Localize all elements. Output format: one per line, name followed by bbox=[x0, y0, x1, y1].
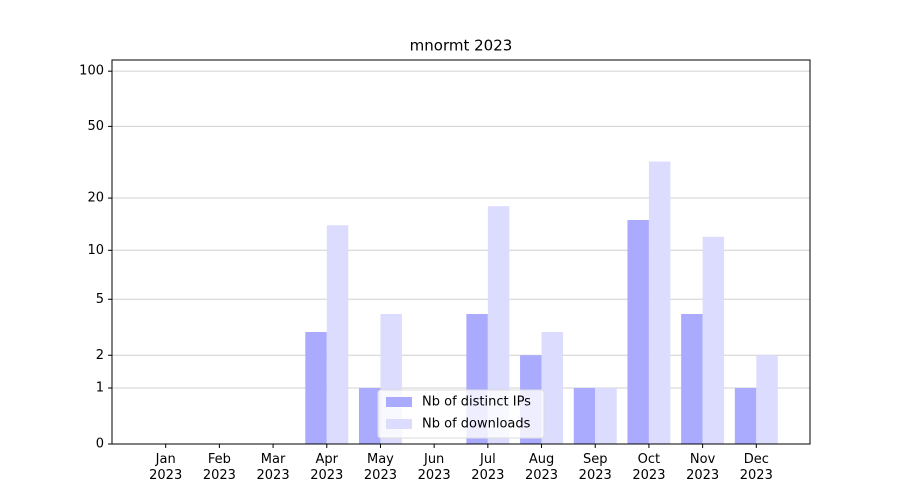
chart-title: mnormt 2023 bbox=[410, 37, 513, 55]
x-tick-label: Oct 2023 bbox=[632, 452, 666, 483]
y-tick-label: 2 bbox=[96, 348, 104, 363]
x-tick-label: Apr 2023 bbox=[310, 452, 344, 483]
plot-frame bbox=[111, 59, 811, 445]
bar bbox=[326, 225, 349, 444]
bar bbox=[681, 313, 703, 444]
x-tick-label: Aug 2023 bbox=[524, 452, 559, 483]
legend: Nb of distinct IPs Nb of downloads bbox=[377, 389, 545, 439]
y-tick-label: 0 bbox=[96, 437, 104, 452]
y-tick-label: 20 bbox=[87, 191, 104, 206]
y-tick-label: 1 bbox=[96, 381, 104, 396]
x-tick-label: Nov 2023 bbox=[686, 452, 720, 483]
x-tick-label: Jul 2023 bbox=[471, 452, 505, 483]
bar bbox=[595, 388, 617, 444]
x-tick-label: Feb 2023 bbox=[202, 452, 236, 483]
y-tick-label: 10 bbox=[87, 243, 104, 258]
bar bbox=[734, 388, 757, 444]
x-tick-label: Sep 2023 bbox=[578, 452, 612, 483]
legend-box bbox=[377, 389, 545, 439]
bar bbox=[541, 332, 564, 444]
legend-swatch bbox=[386, 397, 412, 407]
x-tick-label: Jan 2023 bbox=[149, 452, 183, 483]
y-tick-label: 5 bbox=[96, 292, 104, 307]
bar bbox=[305, 332, 327, 444]
legend-swatch bbox=[386, 419, 412, 429]
bar bbox=[573, 388, 596, 444]
bar bbox=[702, 236, 725, 444]
x-tick-label: Jun 2023 bbox=[417, 452, 451, 483]
x-tick-label: Mar 2023 bbox=[256, 452, 290, 483]
bar bbox=[358, 388, 381, 444]
x-tick-label: Dec 2023 bbox=[739, 452, 773, 483]
y-tick-label: 50 bbox=[87, 119, 104, 134]
bar bbox=[487, 206, 510, 444]
y-tick-label: 100 bbox=[79, 64, 104, 79]
x-tick-label: May 2023 bbox=[363, 452, 397, 483]
legend-label: Nb of downloads bbox=[422, 417, 531, 432]
bar bbox=[627, 220, 649, 444]
bar bbox=[648, 161, 671, 444]
bar bbox=[756, 355, 778, 444]
legend-label: Nb of distinct IPs bbox=[422, 395, 531, 410]
